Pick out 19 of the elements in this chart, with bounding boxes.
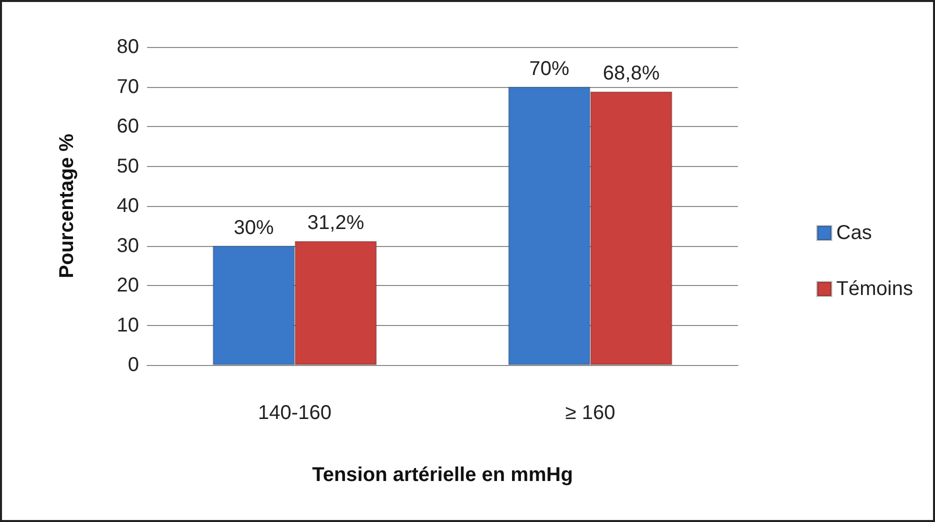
data-label: 30% xyxy=(234,216,274,239)
legend-label: Témoins xyxy=(836,278,914,300)
y-tick-label: 80 xyxy=(116,36,139,58)
legend-label: Cas xyxy=(836,222,872,244)
y-tick-label: 50 xyxy=(116,155,139,178)
x-axis-title: Tension artérielle en mmHg xyxy=(312,464,573,486)
x-tick-label: ≥ 160 xyxy=(565,402,616,424)
y-tick-label: 40 xyxy=(116,195,139,217)
y-tick-label: 0 xyxy=(128,354,139,376)
y-tick-label: 10 xyxy=(116,314,139,336)
data-label: 70% xyxy=(529,58,570,80)
data-label: 31,2% xyxy=(307,212,364,234)
y-tick-label: 20 xyxy=(116,274,139,296)
y-tick-label: 70 xyxy=(116,76,139,98)
data-label: 68,8% xyxy=(602,62,660,85)
y-axis-title: Pourcentage % xyxy=(56,134,78,278)
y-tick-label: 60 xyxy=(116,116,139,138)
y-tick-label: 30 xyxy=(116,234,139,257)
x-tick-label: 140-160 xyxy=(258,402,332,424)
